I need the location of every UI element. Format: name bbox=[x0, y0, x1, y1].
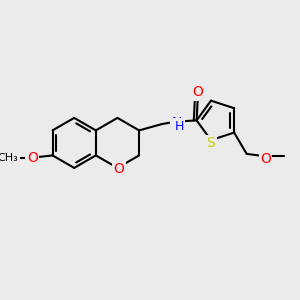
Text: CH₃: CH₃ bbox=[0, 153, 19, 163]
Text: S: S bbox=[207, 136, 215, 150]
Text: O: O bbox=[113, 162, 124, 176]
Text: O: O bbox=[260, 152, 271, 166]
Text: O: O bbox=[27, 151, 38, 165]
Text: N: N bbox=[172, 116, 182, 130]
Text: O: O bbox=[192, 85, 203, 99]
Text: H: H bbox=[174, 120, 184, 133]
